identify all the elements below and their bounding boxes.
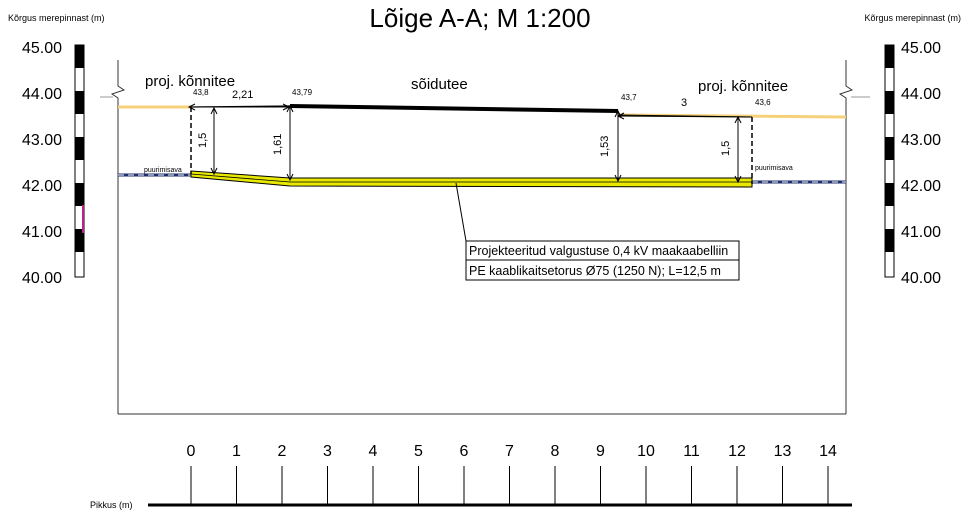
- distance-tick-label-8: 8: [551, 443, 560, 460]
- distance-tick-label-9: 9: [596, 443, 605, 460]
- left-pit-label: puurimisava: [144, 167, 182, 174]
- elev-tick-44-right: 44.00: [901, 86, 941, 103]
- depth-label-3: 1,53: [599, 136, 611, 157]
- right-elevation-scale: [884, 44, 895, 278]
- right-elevation-label: Kõrgus merepinnast (m): [864, 13, 961, 23]
- right-sidewalk-label: proj. kõnnitee: [698, 78, 788, 95]
- level-label-3: 43,7: [621, 93, 637, 102]
- cable-callout: Projekteeritud valgustuse 0,4 kV maakaab…: [465, 240, 740, 281]
- drawing-frame: [100, 60, 870, 415]
- left-sidewalk-label: proj. kõnnitee: [145, 73, 235, 90]
- callout-line-1: Projekteeritud valgustuse 0,4 kV maakaab…: [469, 244, 728, 258]
- elev-tick-40-right: 40.00: [901, 270, 941, 287]
- elev-tick-44: 44.00: [22, 86, 62, 103]
- left-elevation-label: Kõrgus merepinnast (m): [8, 13, 105, 23]
- depth-label-1: 1,5: [197, 133, 209, 148]
- distance-tick-label-12: 12: [728, 443, 746, 460]
- elev-tick-45-right: 45.00: [901, 40, 941, 57]
- distance-tick-label-1: 1: [232, 443, 241, 460]
- level-label-1: 43,8: [193, 88, 209, 97]
- distance-tick-label-10: 10: [637, 443, 655, 460]
- distance-axis-label: Pikkus (m): [90, 500, 133, 510]
- road-surface: [289, 104, 619, 113]
- distance-tick-label-6: 6: [460, 443, 469, 460]
- left-elevation-ticks: 45.00 44.00 43.00 42.00 41.00 40.00: [22, 40, 62, 287]
- distance-tick-label-0: 0: [187, 443, 196, 460]
- right-pit-label: puurimisava: [755, 165, 793, 172]
- left-elevation-scale: [74, 44, 85, 278]
- road-label: sõidutee: [411, 76, 468, 93]
- distance-tick-labels: 0 1 2 3 4 5 6 7 8 9 10 11 12 13 14: [187, 443, 837, 460]
- distance-tick-label-5: 5: [414, 443, 423, 460]
- dimension-lines: [187, 103, 753, 242]
- elev-tick-43: 43.00: [22, 132, 62, 149]
- elev-tick-43-right: 43.00: [901, 132, 941, 149]
- level-label-2: 43,79: [292, 88, 313, 97]
- distance-tick-label-7: 7: [505, 443, 514, 460]
- depth-label-4: 1,5: [720, 141, 732, 156]
- right-sidewalk-width: 3: [681, 97, 687, 109]
- elev-tick-42-right: 42.00: [901, 178, 941, 195]
- drawing-title: Lõige A-A; M 1:200: [369, 3, 590, 33]
- depth-label-2: 1,61: [272, 134, 284, 155]
- distance-tick-label-2: 2: [278, 443, 287, 460]
- left-sidewalk-width: 2,21: [232, 89, 253, 101]
- right-elevation-ticks: 45.00 44.00 43.00 42.00 41.00 40.00: [901, 40, 941, 287]
- elev-tick-42: 42.00: [22, 178, 62, 195]
- cable-trench: [190, 170, 753, 188]
- distance-axis: Pikkus (m): [90, 466, 852, 510]
- distance-tick-label-11: 11: [683, 443, 700, 460]
- callout-line-2: PE kaablikaitsetorus Ø75 (1250 N); L=12,…: [469, 264, 721, 278]
- elev-tick-45: 45.00: [22, 40, 62, 57]
- distance-tick-label-14: 14: [819, 443, 837, 460]
- distance-tick-label-13: 13: [774, 443, 792, 460]
- existing-ground: [118, 173, 846, 184]
- distance-tick-label-3: 3: [323, 443, 332, 460]
- elev-tick-41-right: 41.00: [901, 224, 941, 241]
- elev-tick-40: 40.00: [22, 270, 62, 287]
- distance-tick-marks: [190, 466, 829, 505]
- distance-tick-label-4: 4: [369, 443, 378, 460]
- level-label-4: 43,6: [755, 98, 771, 107]
- elev-tick-41: 41.00: [22, 224, 62, 241]
